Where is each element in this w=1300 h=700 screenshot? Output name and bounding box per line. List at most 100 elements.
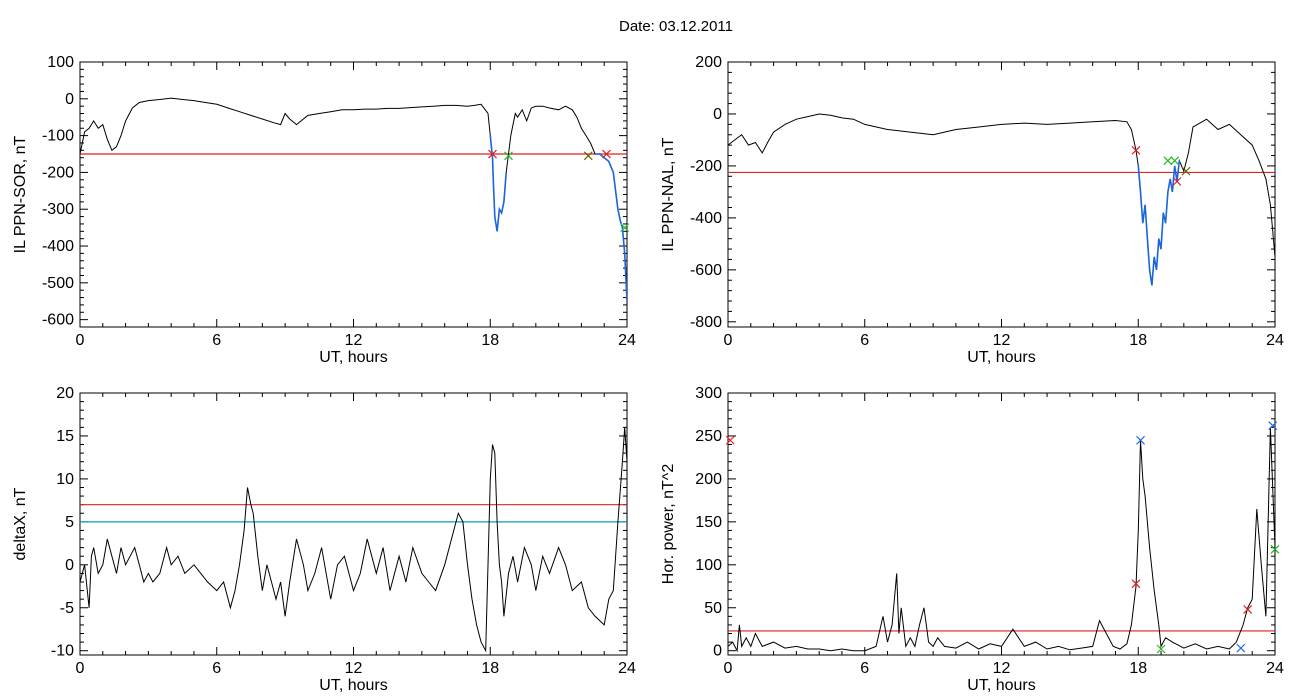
y-tick-label: 150 — [695, 514, 722, 531]
marker-green — [1270, 544, 1280, 554]
y-tick-label: 200 — [695, 471, 722, 488]
marker-stroke — [1181, 166, 1191, 176]
x-tick-label: 18 — [481, 332, 499, 349]
x-tick-label: 12 — [993, 660, 1011, 677]
marker-stroke — [1243, 605, 1253, 614]
marker-stroke — [1156, 644, 1166, 654]
x-tick-label: 18 — [1129, 660, 1147, 677]
y-tick-label: 250 — [695, 428, 722, 445]
page-title: Date: 03.12.2011 — [0, 18, 1300, 35]
plot-frame — [727, 61, 1276, 328]
active-segment — [1137, 160, 1181, 286]
x-axis-label: UT, hours — [967, 677, 1035, 694]
y-tick-label: 0 — [713, 643, 722, 660]
marker-blue — [1268, 421, 1278, 431]
marker-red — [602, 149, 611, 159]
chart-panel-2: 0 6 12 18 24 200 0 -200 -400 -600 -800 UT, hours IL … — [660, 54, 1284, 366]
marker-stroke — [1270, 544, 1280, 554]
marker-stroke — [1170, 156, 1180, 166]
y-tick-label: 300 — [695, 385, 722, 402]
active-segment — [489, 135, 507, 232]
marker-olive — [583, 151, 593, 161]
marker-red — [725, 435, 735, 445]
x-tick-label: 24 — [618, 332, 636, 349]
y-tick-label: 200 — [695, 54, 722, 71]
x-tick-label: 24 — [1266, 332, 1284, 349]
y-tick-label: 10 — [56, 471, 74, 488]
chart-panel-4: 0 6 12 18 24 300 250 200 150 100 50 0 UT, hours Hor. … — [660, 385, 1284, 694]
plot-area — [728, 427, 1275, 653]
y-axis-label: Hor. power, nT^2 — [660, 464, 677, 585]
x-tick-label: 24 — [1266, 660, 1284, 677]
y-tick-label: -400 — [42, 238, 74, 255]
marker-red — [1243, 605, 1253, 614]
marker-blue — [1136, 435, 1145, 445]
plot-frame — [727, 392, 1276, 656]
x-tick-label: 6 — [860, 660, 869, 677]
y-tick-label: 100 — [47, 54, 74, 71]
marker-stroke — [583, 151, 593, 161]
y-tick-label: -200 — [690, 158, 722, 175]
y-tick-label: 0 — [65, 557, 74, 574]
marker-stroke — [1163, 156, 1173, 166]
marker-stroke — [1236, 643, 1246, 653]
marker-stroke — [1131, 579, 1141, 589]
y-tick-label: 0 — [65, 91, 74, 108]
marker-olive — [1181, 166, 1191, 176]
y-axis-label: deltaX, nT — [12, 487, 29, 560]
marker-red — [1131, 579, 1141, 589]
y-axis-label: IL PPN-SOR, nT — [12, 135, 29, 253]
y-axis-label: IL PPN-NAL, nT — [660, 137, 677, 251]
y-tick-label: -800 — [690, 314, 722, 331]
series-line — [728, 113, 1275, 286]
marker-green — [1163, 156, 1173, 166]
x-tick-label: 0 — [724, 332, 733, 349]
x-axis-label: UT, hours — [967, 349, 1035, 366]
marker-green — [504, 151, 513, 161]
y-tick-label: -10 — [51, 643, 74, 660]
marker-stroke — [725, 435, 735, 445]
plot-frame — [79, 392, 628, 656]
x-axis-label: UT, hours — [319, 349, 387, 366]
x-tick-label: 6 — [860, 332, 869, 349]
active-segment — [595, 153, 627, 302]
x-tick-label: 0 — [724, 660, 733, 677]
x-tick-label: 18 — [1129, 332, 1147, 349]
marker-green — [1170, 156, 1180, 166]
marker-stroke — [488, 149, 497, 159]
marker-blue — [1236, 643, 1246, 653]
plot-area — [80, 427, 627, 653]
y-tick-label: -300 — [42, 201, 74, 218]
marker-stroke — [1136, 435, 1145, 445]
y-tick-label: 100 — [695, 557, 722, 574]
x-tick-label: 0 — [76, 332, 85, 349]
y-tick-label: -200 — [42, 164, 74, 181]
marker-stroke — [1268, 421, 1278, 431]
marker-red — [1172, 177, 1182, 186]
y-tick-label: -500 — [42, 275, 74, 292]
marker-red — [488, 149, 497, 159]
x-tick-label: 12 — [345, 660, 363, 677]
plot-area — [80, 97, 627, 302]
y-tick-label: -100 — [42, 128, 74, 145]
date-label: Date: — [619, 18, 655, 35]
x-tick-label: 6 — [212, 332, 221, 349]
x-tick-label: 12 — [993, 332, 1011, 349]
marker-stroke — [620, 223, 630, 233]
series-line — [80, 427, 627, 653]
plot-frame — [79, 61, 628, 328]
chart-panel-1: 0 6 12 18 24 100 0 -100 -200 -300 -400 -500 -600 UT, … — [12, 54, 636, 366]
y-tick-label: 5 — [65, 514, 74, 531]
y-tick-label: -400 — [690, 210, 722, 227]
y-tick-label: 20 — [56, 385, 74, 402]
chart-panel-3: 0 6 12 18 24 20 15 10 5 0 -5 -10 UT, hours deltaX, nT — [12, 385, 636, 694]
marker-stroke — [1172, 177, 1182, 186]
y-tick-label: -5 — [60, 600, 74, 617]
y-tick-label: 50 — [704, 600, 722, 617]
marker-green — [1156, 644, 1166, 654]
marker-stroke — [602, 149, 611, 159]
x-tick-label: 24 — [618, 660, 636, 677]
date-value: 03.12.2011 — [659, 18, 733, 35]
plot-area — [728, 113, 1275, 286]
